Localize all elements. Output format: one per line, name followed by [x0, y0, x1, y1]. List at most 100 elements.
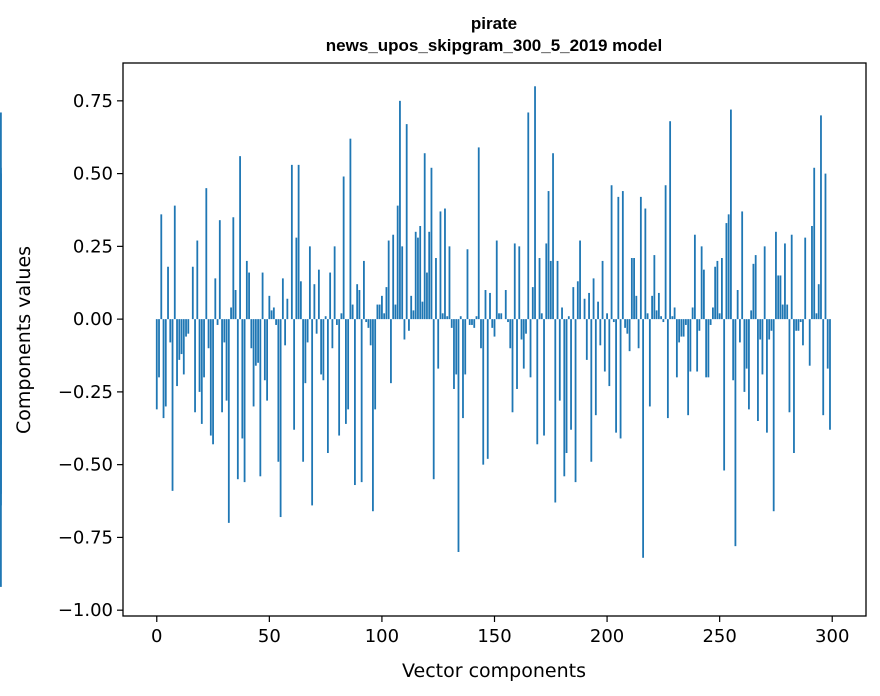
bar — [410, 295, 413, 320]
bar — [822, 319, 825, 416]
bar — [552, 153, 554, 320]
bar — [340, 313, 343, 320]
y-tick-label: 0.00 — [73, 309, 113, 330]
bar — [266, 319, 268, 401]
bar — [180, 319, 183, 355]
bar — [813, 167, 816, 320]
bar — [430, 167, 433, 320]
bar — [725, 223, 728, 320]
y-tick-label: 0.25 — [73, 236, 113, 257]
bar — [450, 319, 453, 328]
bar — [381, 295, 383, 320]
bar — [252, 319, 255, 407]
x-tick-label: 50 — [258, 626, 281, 647]
bar — [804, 237, 807, 320]
bar — [277, 319, 280, 462]
x-tick-label: 200 — [590, 626, 624, 647]
x-tick-label: 100 — [365, 626, 399, 647]
bar — [203, 319, 205, 378]
bar — [748, 319, 750, 410]
bar — [633, 258, 635, 320]
bar — [673, 307, 676, 320]
bar — [644, 208, 647, 320]
bar — [786, 304, 789, 320]
bar — [808, 319, 811, 366]
bar — [675, 319, 678, 378]
bar — [718, 313, 721, 320]
bar — [399, 100, 401, 320]
bar — [171, 319, 174, 491]
bar — [563, 319, 566, 477]
bar — [592, 278, 595, 320]
bar — [788, 319, 791, 413]
bar — [781, 304, 784, 320]
bar — [385, 287, 388, 320]
bar — [223, 319, 226, 343]
bar — [245, 260, 248, 320]
bar — [520, 319, 523, 340]
bar — [320, 319, 323, 375]
bar — [779, 275, 782, 320]
bar — [173, 205, 176, 320]
y-tick-label: 0.50 — [73, 164, 113, 185]
x-axis-ticks: 0 50 100 150 200 250 300 — [151, 616, 849, 647]
bar — [608, 319, 611, 387]
bar — [155, 319, 158, 410]
bar — [619, 319, 622, 439]
bar — [574, 319, 577, 483]
bar — [768, 319, 771, 340]
bar — [712, 307, 714, 320]
bar — [453, 319, 455, 389]
bar — [507, 319, 509, 323]
y-tick-label: −1.00 — [58, 600, 113, 621]
bar — [518, 246, 521, 320]
bar — [489, 292, 491, 320]
bar — [583, 298, 586, 320]
bar — [621, 191, 624, 320]
bar — [662, 319, 665, 323]
bar — [214, 278, 217, 320]
bar — [820, 115, 822, 320]
bar — [351, 304, 354, 320]
bar — [739, 319, 741, 343]
bar — [209, 319, 212, 436]
bar — [826, 319, 829, 369]
bar — [178, 319, 181, 360]
bar — [169, 319, 172, 343]
plot-frame — [122, 62, 867, 617]
bar — [660, 316, 663, 320]
bar — [763, 246, 766, 320]
bar — [207, 319, 210, 349]
bar — [745, 319, 748, 369]
bar — [459, 316, 462, 320]
bar — [374, 319, 377, 410]
bar — [730, 109, 732, 320]
bar — [495, 240, 498, 320]
bar — [698, 319, 701, 331]
bar — [799, 319, 802, 323]
bar — [736, 290, 739, 320]
bar — [378, 304, 381, 320]
bar — [268, 295, 271, 320]
bar — [723, 319, 726, 471]
bar — [306, 319, 309, 343]
bar — [363, 260, 365, 320]
bar — [727, 214, 730, 320]
bar — [691, 307, 694, 320]
bar — [606, 313, 608, 320]
bar — [529, 319, 532, 378]
bar — [356, 284, 359, 320]
bar — [687, 319, 690, 416]
bar — [254, 319, 257, 366]
bar — [585, 319, 588, 360]
bar — [360, 319, 363, 483]
bar — [777, 275, 780, 320]
bar — [522, 319, 525, 369]
y-tick-label: −0.75 — [58, 527, 113, 548]
bar — [766, 319, 768, 433]
x-tick-label: 250 — [702, 626, 736, 647]
bar — [468, 319, 471, 325]
bar — [721, 258, 723, 320]
bar — [279, 319, 282, 518]
